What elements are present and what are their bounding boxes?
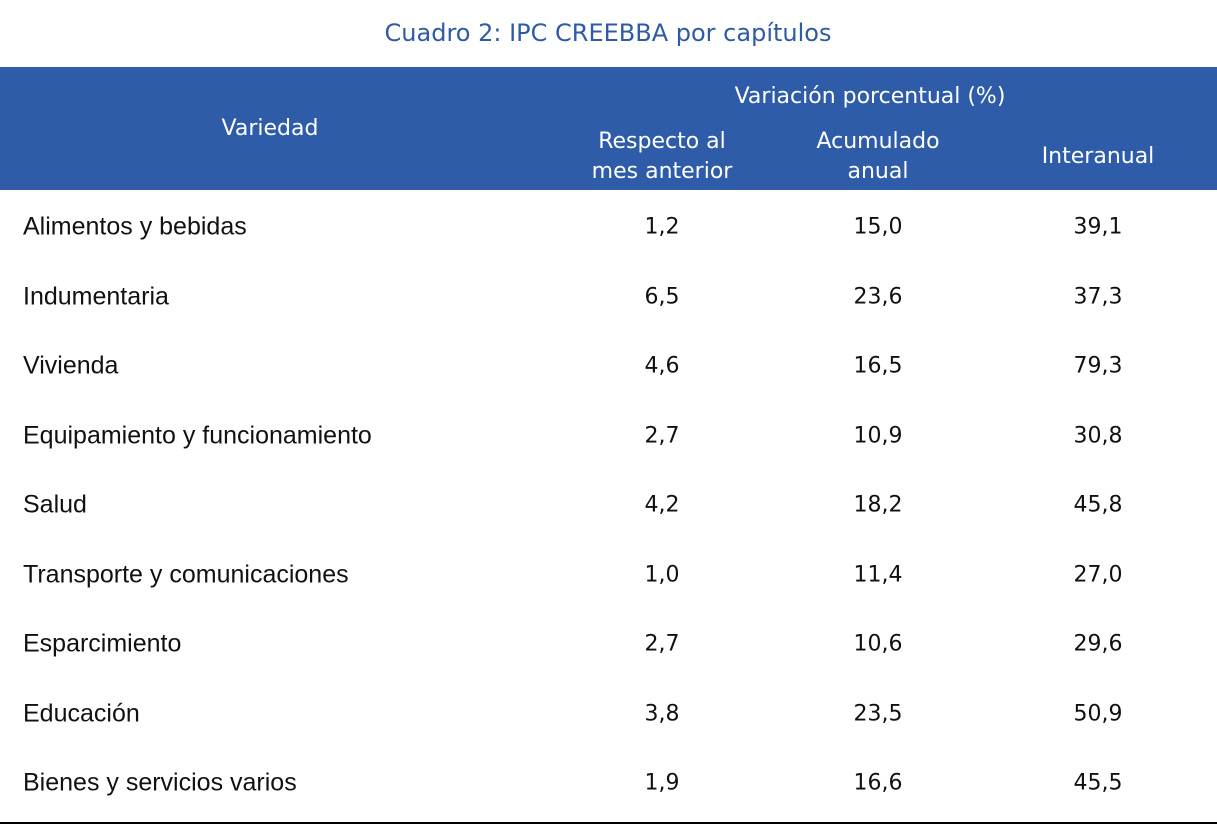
cell-value: 10,6 xyxy=(853,631,903,657)
header-group: Variación porcentual (%) xyxy=(734,84,1006,109)
cell-value: 37,3 xyxy=(1073,284,1123,309)
column-header: Interanual xyxy=(1042,142,1155,172)
cell-value: 2,7 xyxy=(644,631,680,657)
row-label: Indumentaria xyxy=(23,282,169,310)
header-line: Acumulado xyxy=(816,129,940,154)
cell-value: 3,8 xyxy=(644,701,680,726)
cell-value: 1,0 xyxy=(644,562,680,587)
header-first: Variedad xyxy=(221,116,319,141)
cell-value: 39,1 xyxy=(1073,214,1123,240)
cell-value: 45,8 xyxy=(1073,492,1123,518)
bottom-rule xyxy=(0,822,1217,824)
header-band xyxy=(0,67,1217,190)
row-label: Salud xyxy=(23,490,87,519)
cell-value: 27,0 xyxy=(1073,562,1123,587)
header-line: anual xyxy=(847,159,909,184)
cell-value: 16,5 xyxy=(853,353,903,379)
row-label: Educación xyxy=(23,699,140,727)
row-label: Bienes y servicios varios xyxy=(23,768,297,797)
row-label: Vivienda xyxy=(23,351,119,380)
cell-value: 2,7 xyxy=(644,423,680,448)
cell-value: 16,6 xyxy=(853,770,903,796)
row-label: Equipamiento y funcionamiento xyxy=(23,421,372,449)
cell-value: 18,2 xyxy=(853,492,903,518)
row-label: Esparcimiento xyxy=(23,629,182,658)
cell-value: 11,4 xyxy=(853,562,903,587)
cell-value: 30,8 xyxy=(1073,423,1123,448)
row-label: Transporte y comunicaciones xyxy=(23,560,349,588)
cell-value: 29,6 xyxy=(1073,631,1123,657)
cell-value: 15,0 xyxy=(853,214,903,240)
cell-value: 45,5 xyxy=(1073,770,1123,796)
cell-value: 4,6 xyxy=(644,353,680,379)
header-line: mes anterior xyxy=(591,159,733,184)
header-line: Interanual xyxy=(1041,144,1155,169)
header-line: Respecto al xyxy=(598,129,726,154)
cell-value: 23,6 xyxy=(853,284,903,309)
cell-value: 1,2 xyxy=(644,214,680,240)
table-title: Cuadro 2: IPC CREEBBA por capítulos xyxy=(384,19,832,47)
column-header: Respecto al mes anterior xyxy=(592,127,733,187)
row-label: Alimentos y bebidas xyxy=(23,212,247,241)
cell-value: 10,9 xyxy=(853,423,903,448)
cell-value: 50,9 xyxy=(1073,701,1123,726)
cell-value: 23,5 xyxy=(853,701,903,726)
cell-value: 79,3 xyxy=(1073,353,1123,379)
cell-value: 1,9 xyxy=(644,770,680,796)
cell-value: 4,2 xyxy=(644,492,680,518)
cell-value: 6,5 xyxy=(644,284,680,309)
column-header: Acumulado anual xyxy=(816,127,939,187)
